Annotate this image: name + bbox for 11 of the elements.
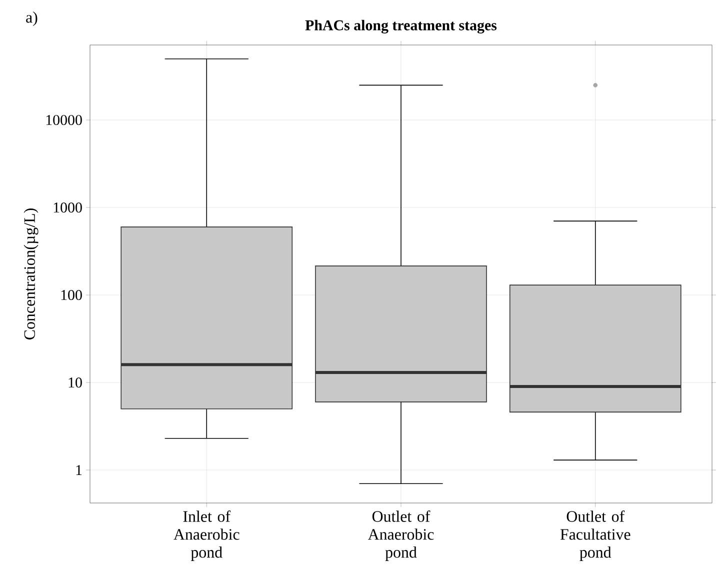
x-tick-label: Outlet of Facultative pond [560,510,630,561]
y-tick-label: 100 [61,290,82,300]
y-tick-label: 1000 [54,202,82,213]
y-tick-label: 1 [76,465,82,475]
text: a) [26,12,38,26]
y-tick-label: 10000 [46,114,82,126]
x-tick-label: Inlet of Anaerobic pond [174,510,240,561]
x-tick-label: Outlet of Anaerobic pond [368,510,434,561]
chart-title: PhACs along treatment stages [305,20,497,34]
y-tick-label: 10 [68,377,82,388]
y-axis-title: Concentration(µg/L) [24,208,38,340]
